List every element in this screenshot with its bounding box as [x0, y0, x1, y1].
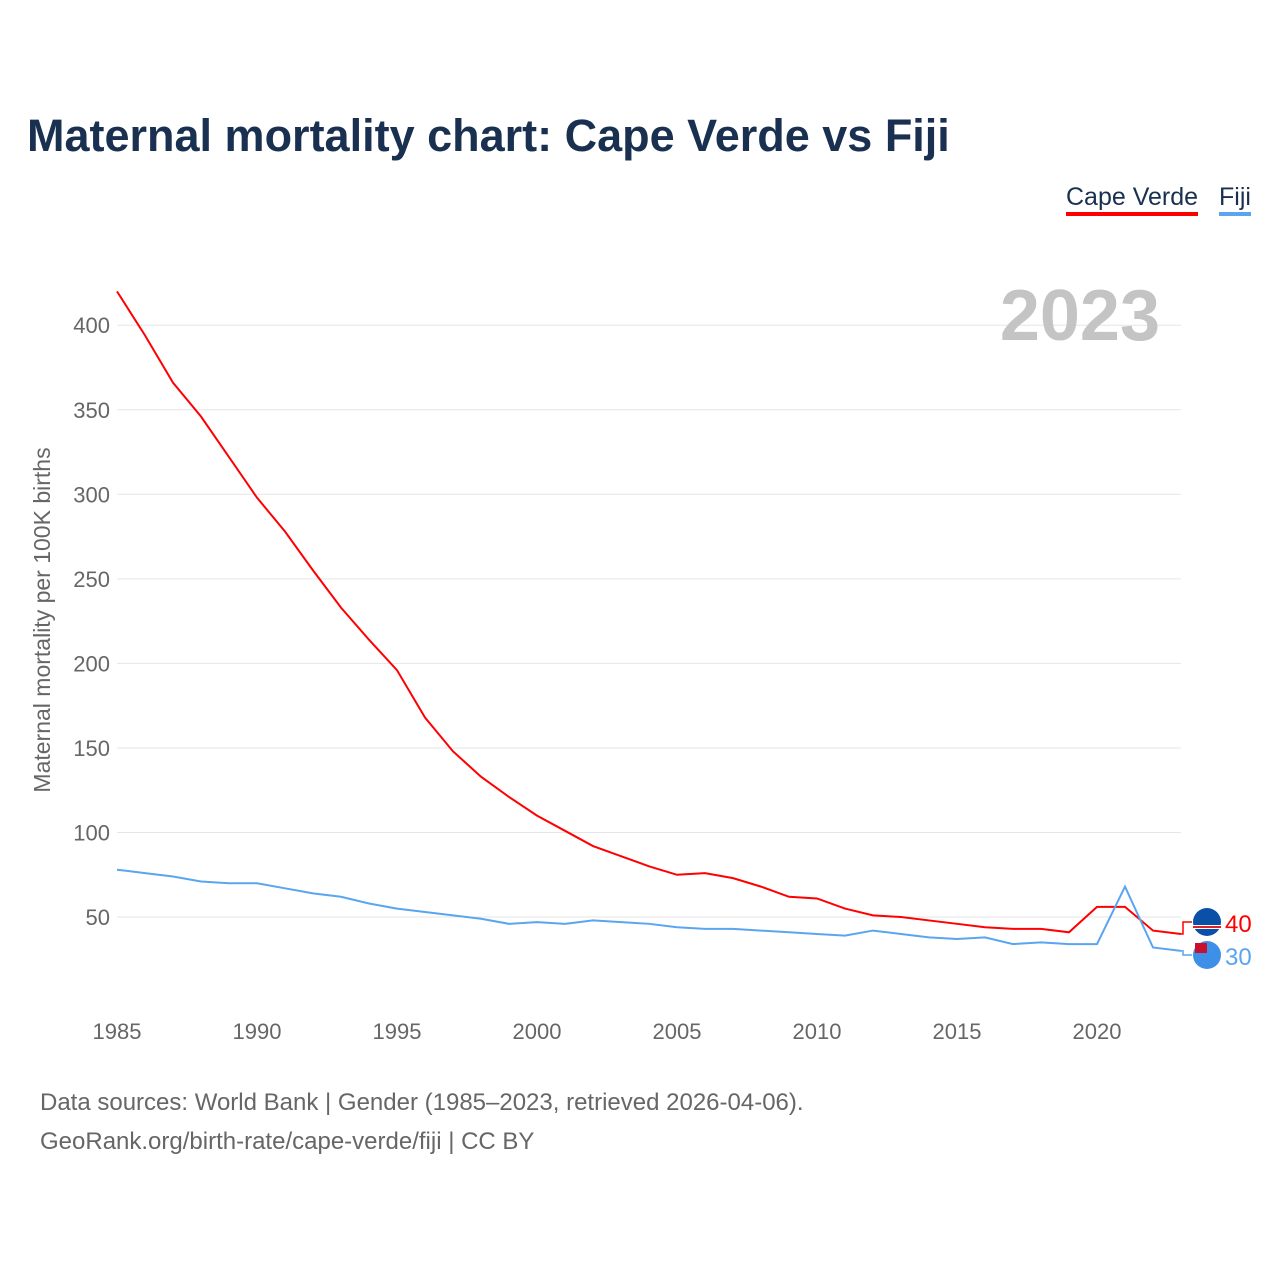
- x-tick-label: 2005: [653, 1019, 702, 1044]
- y-axis-label: Maternal mortality per 100K births: [29, 447, 55, 792]
- flag-canton: [1195, 943, 1207, 953]
- flag-stripe: [1193, 926, 1221, 928]
- x-tick-label: 2010: [793, 1019, 842, 1044]
- series-line-0: [116, 290, 1182, 935]
- y-tick-label: 250: [73, 567, 110, 592]
- x-tick-label: 2000: [513, 1019, 562, 1044]
- y-tick-label: 50: [86, 905, 110, 930]
- legend-cape-verde[interactable]: Cape Verde: [1066, 183, 1199, 216]
- source-link[interactable]: GeoRank.org/birth-rate/cape-verde/fiji |…: [40, 1128, 535, 1155]
- year-watermark: 2023: [1000, 276, 1160, 356]
- y-tick-label: 150: [73, 736, 110, 761]
- source-line: Data sources: World Bank | Gender (1985–…: [40, 1089, 804, 1116]
- y-tick-label: 100: [73, 821, 110, 846]
- x-tick-label: 2015: [933, 1019, 982, 1044]
- x-tick-label: 1995: [373, 1019, 422, 1044]
- series-line-1: [116, 868, 1182, 952]
- cape-verde-flag-icon: [1193, 908, 1221, 936]
- y-tick-label: 400: [73, 313, 110, 338]
- x-tick-label: 2020: [1073, 1019, 1122, 1044]
- end-value-label: 30: [1225, 944, 1252, 971]
- x-tick-label: 1990: [233, 1019, 282, 1044]
- y-tick-label: 300: [73, 482, 110, 507]
- x-tick-label: 1985: [93, 1019, 142, 1044]
- y-tick-label: 200: [73, 651, 110, 676]
- leader-line: [1181, 921, 1192, 935]
- leader-line: [1181, 950, 1192, 956]
- end-value-label: 40: [1225, 911, 1252, 938]
- y-tick-label: 350: [73, 398, 110, 423]
- legend-fiji[interactable]: Fiji: [1219, 183, 1251, 216]
- chart-title: Maternal mortality chart: Cape Verde vs …: [27, 110, 950, 161]
